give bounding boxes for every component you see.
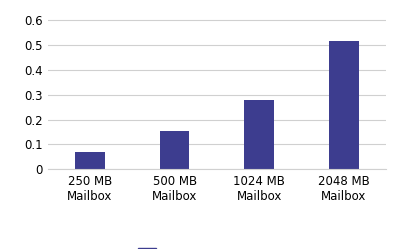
Legend: DB Read IOPS/Mailbox: DB Read IOPS/Mailbox [138, 248, 296, 249]
Bar [329, 41, 359, 169]
Bar [75, 152, 105, 169]
Bar [160, 131, 189, 169]
Bar [244, 100, 274, 169]
